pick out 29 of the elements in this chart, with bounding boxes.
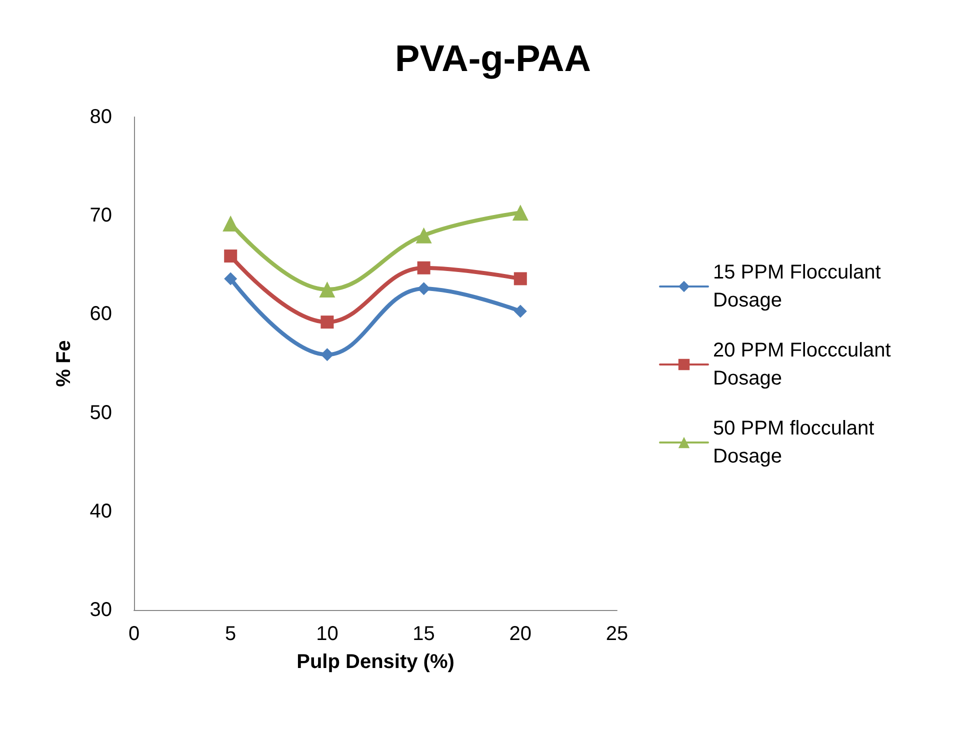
y-tick-label: 80: [90, 106, 112, 128]
x-axis-title: Pulp Density (%): [296, 651, 454, 673]
x-tick-label: 10: [316, 623, 338, 645]
x-tick-label: 0: [128, 623, 140, 645]
point: [224, 250, 238, 263]
y-tick-label: 30: [90, 599, 112, 621]
point: [512, 204, 528, 221]
point: [417, 261, 430, 274]
x-tick-label: 20: [509, 623, 532, 645]
point: [320, 348, 334, 362]
point: [417, 282, 430, 296]
y-tick-label: 60: [90, 303, 112, 326]
point: [416, 227, 432, 244]
legend-label: 20 PPM Floccculant Dosage: [713, 340, 896, 390]
legend-label: 50 PPM flocculant Dosage: [713, 418, 880, 468]
y-tick-label: 40: [90, 500, 112, 522]
x-tick-label: 5: [225, 623, 236, 645]
y-tick-label: 70: [90, 204, 112, 227]
point: [320, 316, 334, 329]
chart-title: PVA-g-PAA: [395, 38, 591, 79]
x-tick-label: 15: [412, 623, 435, 645]
legend-label: 15 PPM Flocculant Dosage: [713, 262, 886, 312]
y-tick-label: 50: [90, 402, 112, 424]
point: [514, 272, 527, 286]
point: [224, 272, 238, 286]
point: [514, 304, 527, 318]
y-axis-title: % Fe: [53, 340, 75, 387]
point: [319, 282, 336, 298]
x-tick-label: 25: [606, 623, 628, 645]
